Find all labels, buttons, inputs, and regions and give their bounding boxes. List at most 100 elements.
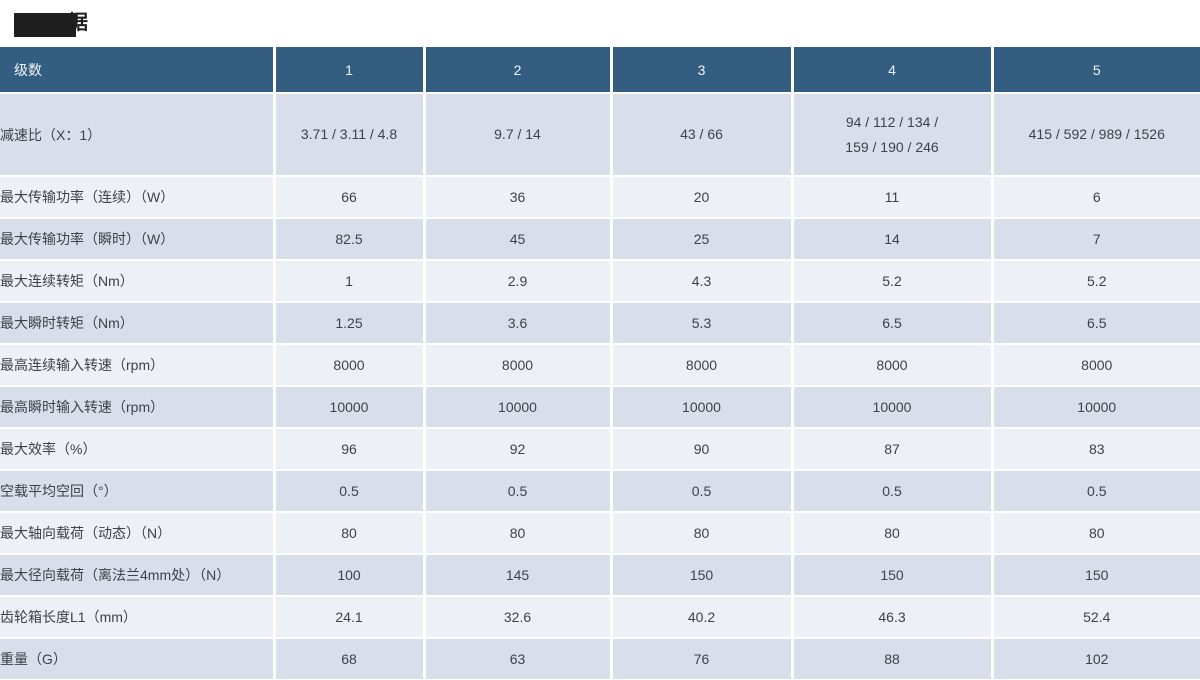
value-cell: 6: [992, 176, 1200, 219]
value-cell: 150: [792, 554, 994, 597]
value-cell: 100: [274, 554, 426, 597]
table-row: 最大传输功率（瞬时）（W） 82.5 45 25 14 7: [0, 218, 1200, 261]
value-cell: 43 / 66: [611, 93, 794, 177]
value-cell: 7: [992, 218, 1200, 261]
value-cell: 102: [992, 638, 1200, 680]
value-cell: 0.5: [274, 470, 426, 513]
value-cell: 11: [792, 176, 994, 219]
value-cell: 24.1: [274, 596, 426, 639]
header-cell-stages: 级数: [0, 47, 276, 94]
row-label: 空载平均空回（°）: [0, 470, 276, 513]
value-cell: 94 / 112 / 134 / 159 / 190 / 246: [792, 93, 994, 177]
value-cell: 8000: [611, 344, 794, 387]
value-cell: 10000: [611, 386, 794, 429]
value-cell: 63: [424, 638, 613, 680]
value-cell: 76: [611, 638, 794, 680]
header-cell-stage-5: 5: [992, 47, 1200, 94]
table-row: 最大连续转矩（Nm） 1 2.9 4.3 5.2 5.2: [0, 260, 1200, 303]
table-row: 最大传输功率（连续）（W） 66 36 20 11 6: [0, 176, 1200, 219]
value-cell: 10000: [792, 386, 994, 429]
table-row: 齿轮箱长度L1（mm） 24.1 32.6 40.2 46.3 52.4: [0, 596, 1200, 639]
value-cell: 9.7 / 14: [424, 93, 613, 177]
value-cell: 80: [611, 512, 794, 555]
value-cell: 10000: [274, 386, 426, 429]
table-head: 级数 1 2 3 4 5: [0, 47, 1200, 94]
value-cell: 82.5: [274, 218, 426, 261]
value-cell: 83: [992, 428, 1200, 471]
value-cell: 10000: [992, 386, 1200, 429]
value-cell: 8000: [792, 344, 994, 387]
row-label: 最大瞬时转矩（Nm）: [0, 302, 276, 345]
row-label: 减速比（X：1）: [0, 93, 276, 177]
value-cell: 88: [792, 638, 994, 680]
value-cell: 5.3: [611, 302, 794, 345]
value-cell: 8000: [424, 344, 613, 387]
value-cell: 80: [792, 512, 994, 555]
value-cell: 92: [424, 428, 613, 471]
value-cell: 40.2: [611, 596, 794, 639]
value-cell: 36: [424, 176, 613, 219]
header-row: 级数 1 2 3 4 5: [0, 47, 1200, 94]
row-label: 最大传输功率（连续）（W）: [0, 176, 276, 219]
value-cell: 32.6: [424, 596, 613, 639]
header-cell-stage-3: 3: [611, 47, 794, 94]
value-cell: 415 / 592 / 989 / 1526: [992, 93, 1200, 177]
value-cell: 0.5: [992, 470, 1200, 513]
spec-table: 级数 1 2 3 4 5 减速比（X：1） 3.71 / 3.11 / 4.8 9.7 / 1…: [0, 47, 1200, 680]
value-cell: 3.71 / 3.11 / 4.8: [274, 93, 426, 177]
value-cell: 0.5: [792, 470, 994, 513]
page-title: 据: [0, 0, 1200, 47]
value-cell: 2.9: [424, 260, 613, 303]
value-cell: 4.3: [611, 260, 794, 303]
table-row: 重量（G） 68 63 76 88 102: [0, 638, 1200, 680]
value-cell: 46.3: [792, 596, 994, 639]
value-cell: 1: [274, 260, 426, 303]
value-cell: 5.2: [992, 260, 1200, 303]
value-cell: 25: [611, 218, 794, 261]
value-cell: 145: [424, 554, 613, 597]
table-row: 最大瞬时转矩（Nm） 1.25 3.6 5.3 6.5 6.5: [0, 302, 1200, 345]
value-cell: 8000: [274, 344, 426, 387]
value-cell: 150: [611, 554, 794, 597]
value-cell: 80: [992, 512, 1200, 555]
value-cell: 0.5: [424, 470, 613, 513]
value-cell: 6.5: [992, 302, 1200, 345]
redaction-box: [14, 13, 76, 37]
table-row: 最大径向载荷（离法兰4mm处）（N） 100 145 150 150 150: [0, 554, 1200, 597]
value-cell: 66: [274, 176, 426, 219]
value-cell: 20: [611, 176, 794, 219]
value-cell: 0.5: [611, 470, 794, 513]
value-cell: 68: [274, 638, 426, 680]
header-cell-stage-4: 4: [792, 47, 994, 94]
value-cell: 45: [424, 218, 613, 261]
value-cell: 87: [792, 428, 994, 471]
value-cell: 90: [611, 428, 794, 471]
row-label: 最大连续转矩（Nm）: [0, 260, 276, 303]
value-cell: 52.4: [992, 596, 1200, 639]
table-body: 减速比（X：1） 3.71 / 3.11 / 4.8 9.7 / 14 43 / 66…: [0, 93, 1200, 680]
value-cell: 150: [992, 554, 1200, 597]
table-row: 最大轴向载荷（动态）（N） 80 80 80 80 80: [0, 512, 1200, 555]
value-cell: 8000: [992, 344, 1200, 387]
row-label: 最高瞬时输入转速（rpm）: [0, 386, 276, 429]
table-row: 最高连续输入转速（rpm） 8000 8000 8000 8000 8000: [0, 344, 1200, 387]
row-label: 最大轴向载荷（动态）（N）: [0, 512, 276, 555]
value-cell: 80: [274, 512, 426, 555]
value-cell: 10000: [424, 386, 613, 429]
row-label: 最高连续输入转速（rpm）: [0, 344, 276, 387]
value-cell: 1.25: [274, 302, 426, 345]
table-row: 减速比（X：1） 3.71 / 3.11 / 4.8 9.7 / 14 43 / 66…: [0, 93, 1200, 177]
table-row: 最大效率（%） 96 92 90 87 83: [0, 428, 1200, 471]
row-label: 齿轮箱长度L1（mm）: [0, 596, 276, 639]
value-cell: 14: [792, 218, 994, 261]
value-cell: 80: [424, 512, 613, 555]
value-cell: 5.2: [792, 260, 994, 303]
row-label: 最大径向载荷（离法兰4mm处）（N）: [0, 554, 276, 597]
row-label: 最大效率（%）: [0, 428, 276, 471]
value-cell: 96: [274, 428, 426, 471]
table-row: 空载平均空回（°） 0.5 0.5 0.5 0.5 0.5: [0, 470, 1200, 513]
value-cell: 3.6: [424, 302, 613, 345]
header-cell-stage-1: 1: [274, 47, 426, 94]
header-cell-stage-2: 2: [424, 47, 613, 94]
